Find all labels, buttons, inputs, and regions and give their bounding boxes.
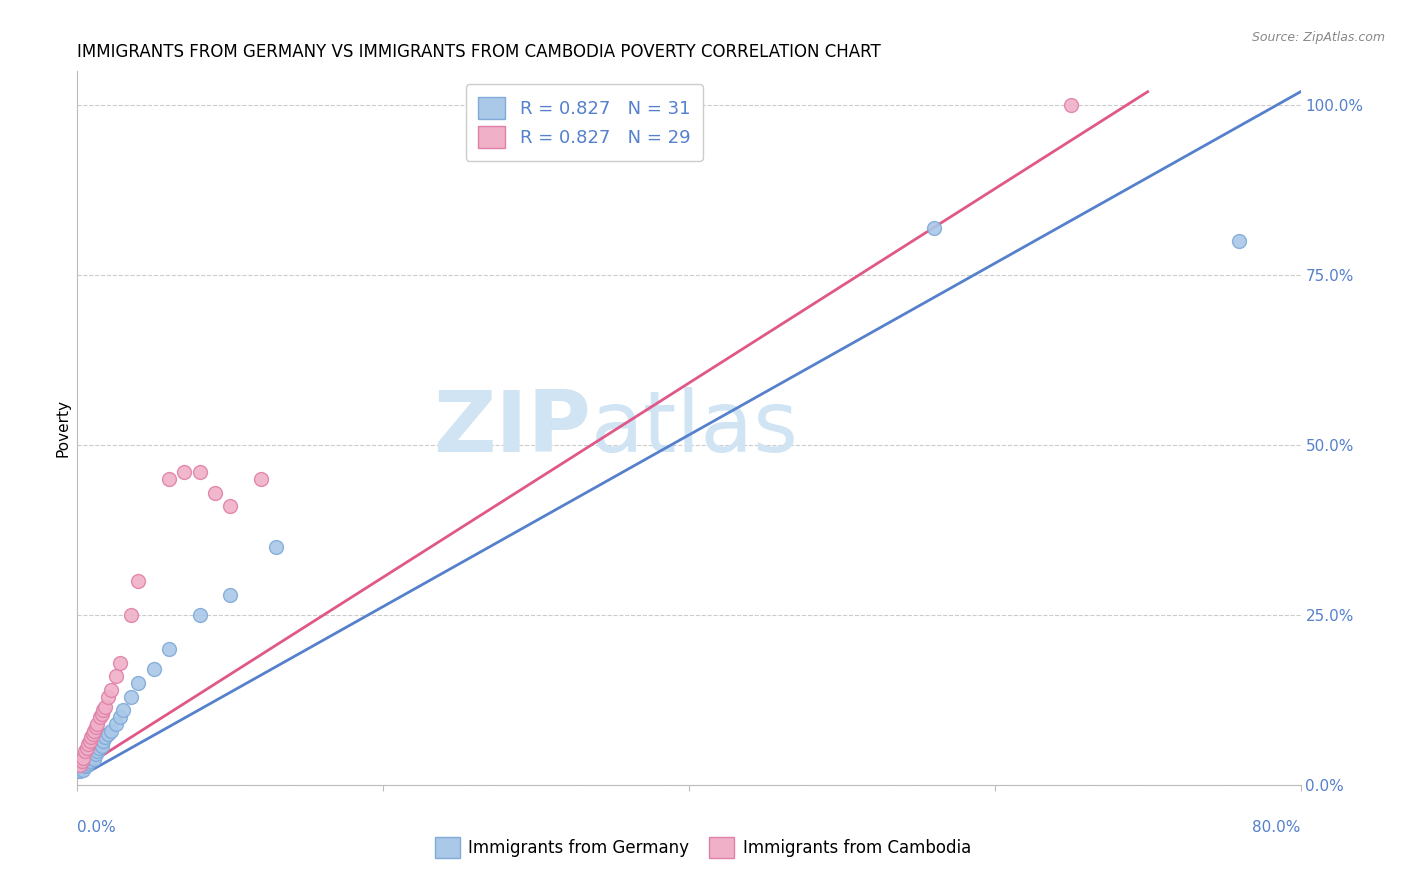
Point (87, 740, 110, 755)
Point (77, 737, 100, 751)
Point (120, 690, 142, 704)
Point (1060, 98, 1083, 112)
Point (79, 733, 101, 747)
Point (83, 752, 105, 766)
Point (84, 720, 107, 734)
Point (264, 540, 287, 554)
Point (104, 716, 127, 731)
Point (157, 642, 180, 657)
Point (91, 703, 114, 717)
Point (80, 751, 103, 765)
Point (219, 588, 242, 602)
Point (173, 466, 195, 480)
Point (83, 723, 105, 738)
Legend: R = 0.827   N = 31, R = 0.827   N = 29: R = 0.827 N = 31, R = 0.827 N = 29 (465, 84, 703, 161)
Point (94, 731, 117, 745)
Point (100, 723, 122, 738)
Point (82, 749, 104, 764)
Point (76, 740, 98, 755)
Point (104, 669, 127, 683)
Point (80, 731, 103, 745)
Point (82, 727, 104, 741)
Point (250, 472, 273, 486)
Point (69, 764, 91, 779)
Point (108, 710, 131, 724)
Text: atlas: atlas (591, 386, 799, 470)
Point (922, 220, 945, 235)
Point (69, 757, 91, 772)
Point (76, 757, 98, 772)
Text: 80.0%: 80.0% (1253, 821, 1301, 835)
Point (70, 754, 93, 768)
Point (108, 656, 131, 670)
Legend: Immigrants from Germany, Immigrants from Cambodia: Immigrants from Germany, Immigrants from… (429, 830, 977, 864)
Point (188, 608, 211, 623)
Point (89, 710, 111, 724)
Point (77, 756, 100, 771)
Text: IMMIGRANTS FROM GERMANY VS IMMIGRANTS FROM CAMBODIA POVERTY CORRELATION CHART: IMMIGRANTS FROM GERMANY VS IMMIGRANTS FR… (77, 44, 882, 62)
Point (97, 727, 120, 741)
Point (188, 466, 211, 480)
Point (142, 662, 165, 676)
Point (86, 744, 108, 758)
Point (1229, 234, 1251, 248)
Text: Source: ZipAtlas.com: Source: ZipAtlas.com (1251, 31, 1385, 45)
Point (89, 737, 111, 751)
Point (90, 739, 112, 753)
Y-axis label: Poverty: Poverty (55, 399, 70, 458)
Point (204, 485, 226, 500)
Point (90, 706, 112, 721)
Point (73, 744, 96, 758)
Point (100, 682, 122, 697)
Point (128, 676, 150, 690)
Text: 0.0%: 0.0% (77, 821, 117, 835)
Point (219, 500, 242, 514)
Point (112, 703, 135, 717)
Point (86, 716, 108, 731)
Point (73, 759, 96, 773)
Point (72, 763, 94, 777)
Point (97, 690, 120, 704)
Point (72, 751, 94, 765)
Point (79, 754, 101, 768)
Point (120, 608, 142, 623)
Point (84, 747, 107, 762)
Point (70, 761, 93, 775)
Point (91, 733, 114, 747)
Text: ZIP: ZIP (433, 386, 591, 470)
Point (157, 472, 180, 486)
Point (128, 574, 150, 588)
Point (94, 699, 117, 714)
